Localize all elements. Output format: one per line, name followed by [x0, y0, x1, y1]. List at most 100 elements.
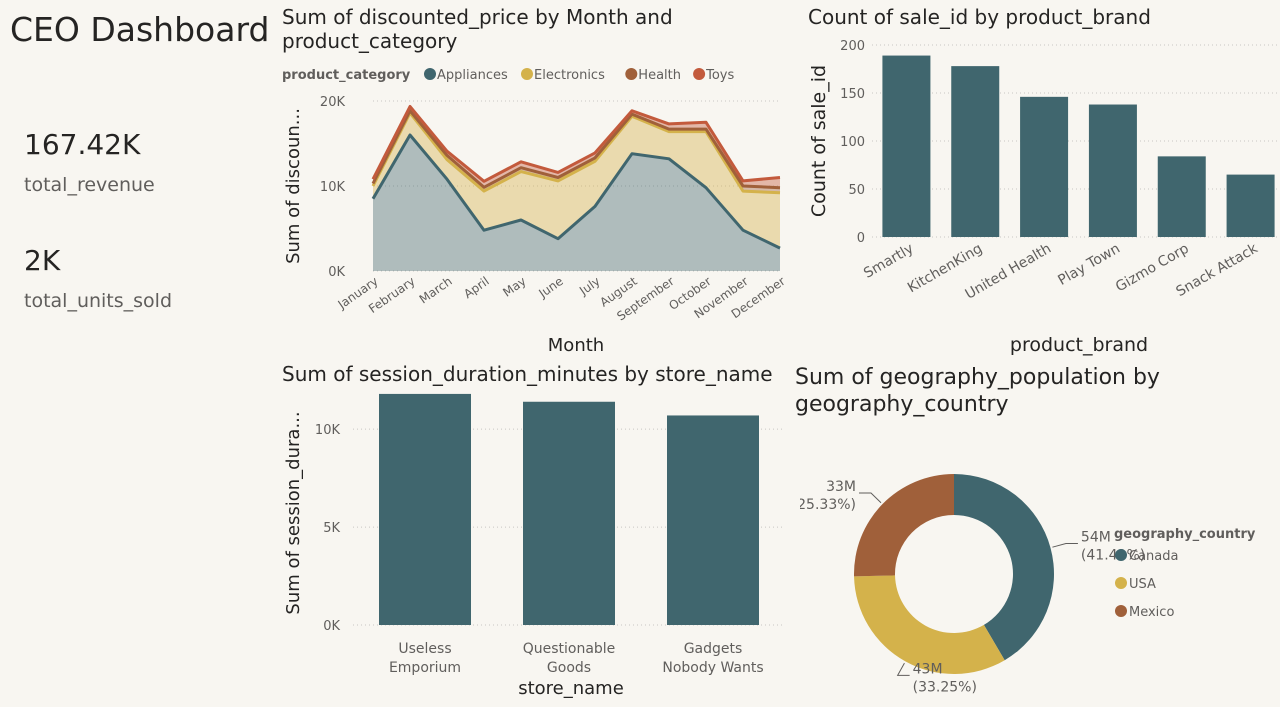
- donut-data-labels: 54M (41.42%) 43M (33.25%) 33M (25.33%): [800, 479, 1145, 695]
- area-fill-toys[interactable]: [373, 106, 780, 188]
- session-y-tick: 5K: [323, 521, 340, 536]
- session-y-tick: 0K: [323, 619, 340, 634]
- area-x-tick: March: [417, 274, 455, 306]
- area-x-tick: April: [461, 274, 492, 301]
- brand-grid: [872, 44, 1280, 238]
- donut-percent-label: (33.25%): [913, 679, 977, 695]
- session-bar[interactable]: [667, 415, 759, 625]
- donut-value-label: 54M: [1081, 530, 1111, 546]
- area-line-appliances[interactable]: [371, 133, 781, 250]
- area-legend-label-0: Appliances: [437, 68, 508, 83]
- kpi-total-units-value: 2K: [24, 244, 61, 277]
- session-chart-title: Sum of session_duration_minutes by store…: [282, 362, 773, 386]
- area-legend-label-1: Electronics: [534, 68, 605, 83]
- session-x-tick: Questionable: [523, 641, 616, 657]
- brand-y-tick: 100: [840, 135, 865, 150]
- session-y-axis-label: Sum of session_dura...: [283, 411, 304, 614]
- area-fill-electronics[interactable]: [373, 112, 780, 249]
- donut-legend-label-canada: Canada: [1129, 549, 1178, 564]
- brand-bar[interactable]: [1020, 96, 1069, 237]
- brand-y-tick: 150: [840, 87, 865, 102]
- session-y-tick: 10K: [315, 423, 341, 438]
- area-y-tick: 20K: [320, 95, 346, 110]
- donut-leader-line: [896, 662, 910, 676]
- area-series[interactable]: [371, 105, 781, 272]
- area-legend: Appliances Electronics Health Toys: [424, 68, 734, 83]
- donut-leader-line: [858, 492, 882, 504]
- session-x-axis-label: store_name: [518, 678, 624, 699]
- donut-legend-label-usa: USA: [1129, 577, 1156, 592]
- brand-y-axis-label: Count of sale_id: [808, 65, 830, 217]
- session-y-axis: 0K 5K 10K: [315, 423, 341, 634]
- brand-chart-title: Count of sale_id by product_brand: [808, 5, 1151, 29]
- session-bars[interactable]: [379, 393, 759, 625]
- session-x-tick: Gadgets: [684, 641, 743, 657]
- area-chart-title: Sum of discounted_price by Month and pro…: [282, 5, 673, 53]
- session-x-tick: Useless: [398, 641, 451, 657]
- donut-legend-marker-usa: [1115, 577, 1127, 589]
- area-x-tick: May: [500, 274, 528, 300]
- session-bar[interactable]: [523, 401, 615, 625]
- page-title: CEO Dashboard: [10, 10, 270, 49]
- brand-bar[interactable]: [1226, 174, 1275, 237]
- donut-legend-title: geography_country: [1114, 527, 1256, 542]
- donut-leader-line: [1052, 543, 1078, 548]
- donut-percent-label: (25.33%): [800, 497, 856, 513]
- brand-y-tick: 200: [840, 39, 865, 54]
- brand-y-tick: 50: [848, 183, 865, 198]
- area-legend-marker-1: [521, 68, 533, 80]
- area-fill-appliances[interactable]: [373, 135, 780, 271]
- brand-y-axis: 0 50 100 150 200: [840, 39, 865, 246]
- area-legend-marker-2: [625, 68, 638, 80]
- area-line-toys[interactable]: [371, 105, 781, 183]
- area-y-tick: 10K: [320, 180, 346, 195]
- session-x-tick: Nobody Wants: [662, 660, 763, 676]
- area-x-axis-label: Month: [548, 335, 604, 356]
- area-x-tick: June: [535, 274, 565, 301]
- session-bar-chart[interactable]: 0K 5K 10K Useless Emporium Questionable Goods…: [270, 390, 800, 707]
- kpi-total-revenue-label: total_revenue: [24, 174, 155, 196]
- area-legend-marker-0: [424, 68, 436, 80]
- donut-legend: Canada USA Mexico: [1115, 549, 1178, 620]
- donut-legend-marker-canada: [1115, 549, 1127, 561]
- area-chart[interactable]: product_category Appliances Electronics He…: [270, 60, 800, 360]
- population-donut-chart[interactable]: 54M (41.42%) 43M (33.25%) 33M (25.33%) geogra…: [800, 430, 1280, 707]
- donut-value-label: 43M: [913, 661, 943, 677]
- donut-slice-canada[interactable]: [954, 474, 1054, 661]
- area-y-axis-label: Sum of discoun...: [283, 108, 304, 264]
- brand-bar[interactable]: [1088, 104, 1137, 238]
- donut-slices[interactable]: [854, 474, 1054, 674]
- brand-bars[interactable]: [882, 55, 1275, 238]
- area-legend-title: product_category: [282, 68, 411, 83]
- area-y-axis: 0K 10K 20K: [320, 95, 346, 280]
- brand-x-axis-label: product_brand: [1010, 334, 1148, 356]
- donut-slice-usa[interactable]: [854, 575, 1005, 674]
- donut-legend-label-mexico: Mexico: [1129, 605, 1174, 620]
- pie-chart-title: Sum of geography_population by geography…: [795, 365, 1160, 417]
- brand-bar[interactable]: [1157, 156, 1206, 237]
- brand-x-tick: Smartly: [861, 241, 916, 282]
- donut-value-label: 33M: [826, 479, 856, 495]
- kpi-total-units-label: total_units_sold: [24, 290, 173, 312]
- session-x-tick: Goods: [547, 660, 591, 676]
- area-line-electronics[interactable]: [371, 111, 781, 195]
- brand-y-tick: 0: [857, 231, 865, 246]
- area-legend-label-2: Health: [638, 68, 681, 83]
- area-legend-marker-3: [693, 68, 706, 80]
- donut-percent-label: (41.42%): [1081, 548, 1145, 564]
- brand-bar[interactable]: [951, 66, 1000, 237]
- kpi-total-revenue-value: 167.42K: [24, 128, 141, 161]
- session-x-tick: Emporium: [389, 660, 461, 676]
- donut-slice-mexico[interactable]: [854, 474, 954, 577]
- session-bar[interactable]: [379, 393, 471, 625]
- area-legend-label-3: Toys: [705, 68, 734, 83]
- area-x-tick: July: [576, 274, 603, 298]
- area-y-tick: 0K: [328, 265, 345, 280]
- session-x-axis: Useless Emporium Questionable Goods Gadgets N…: [389, 641, 764, 676]
- donut-legend-marker-mexico: [1115, 605, 1127, 617]
- area-line-health[interactable]: [371, 109, 781, 190]
- brand-bar[interactable]: [882, 55, 931, 237]
